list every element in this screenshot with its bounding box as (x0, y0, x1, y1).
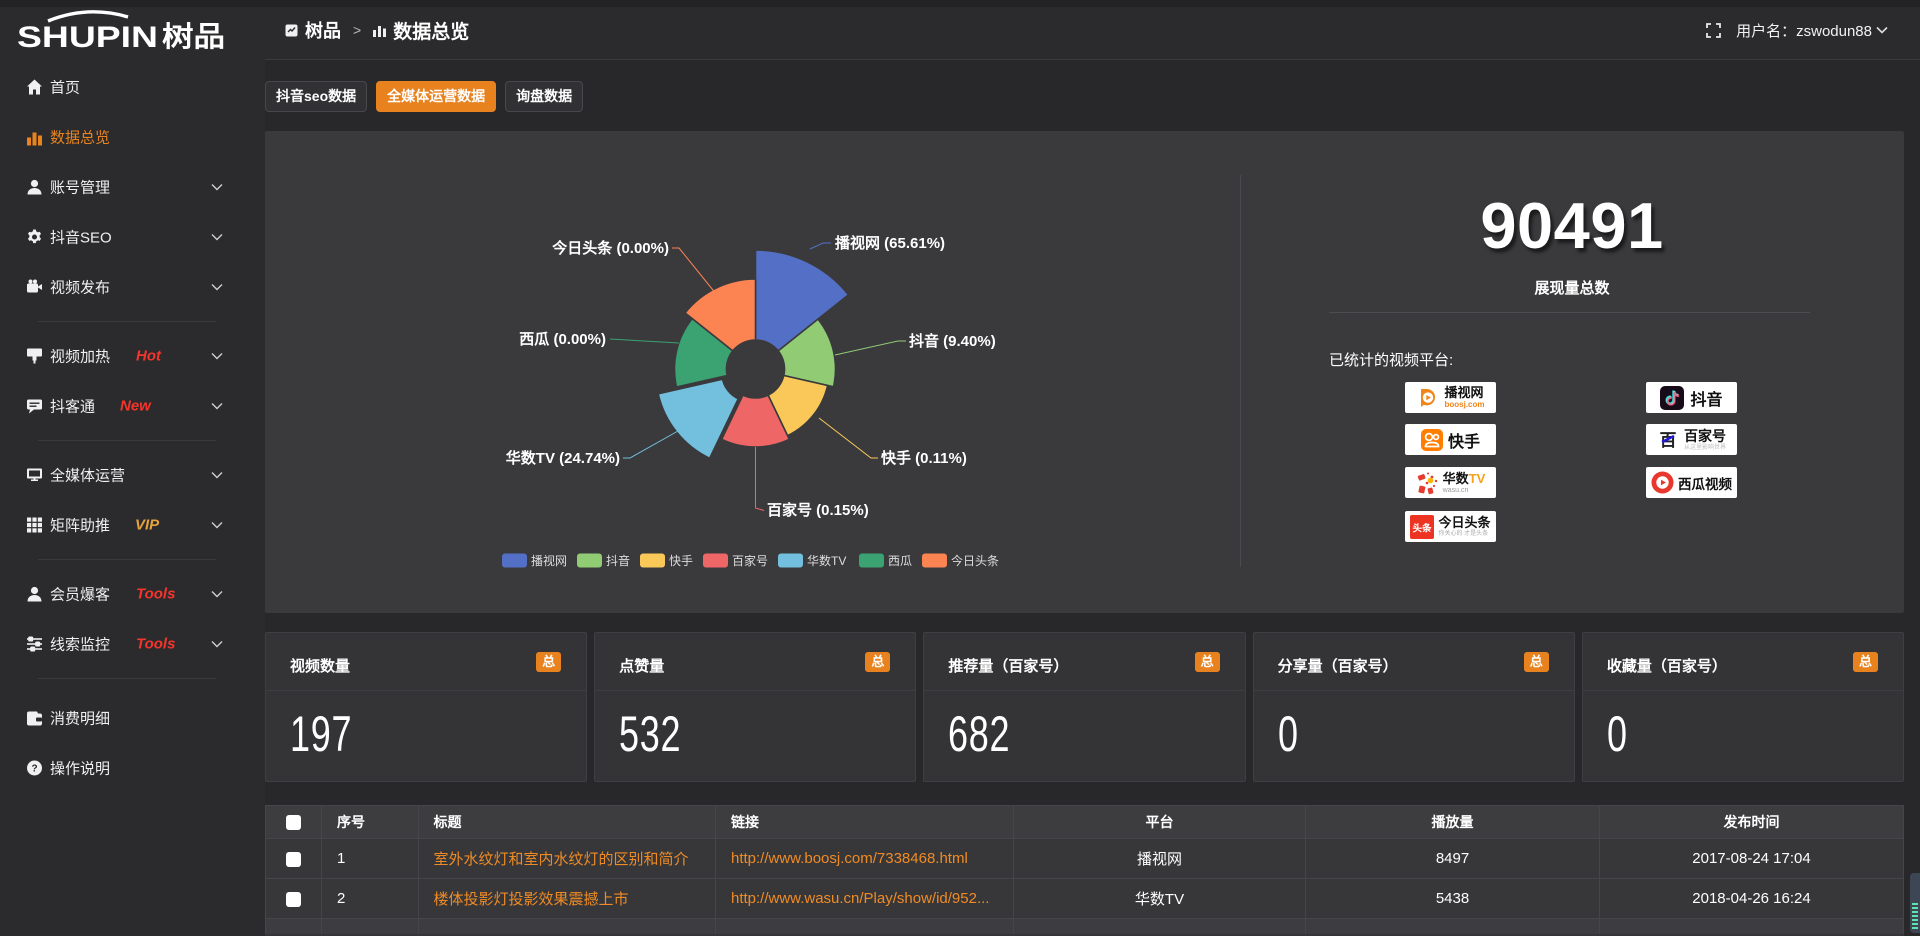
svg-text:抖音: 抖音 (606, 553, 630, 568)
svg-text:华数TV (24.74%): 华数TV (24.74%) (506, 449, 620, 467)
svg-text:今日头条: 今日头条 (951, 553, 999, 568)
svg-text:SHUPIN: SHUPIN (17, 21, 158, 54)
svg-text:播视网: 播视网 (531, 553, 567, 568)
svg-text:百家号 (0.15%): 百家号 (0.15%) (767, 501, 869, 519)
svg-text:快手: 快手 (669, 554, 693, 568)
svg-text:华数TV: 华数TV (807, 553, 846, 568)
svg-text:抖音 (9.40%): 抖音 (9.40%) (909, 332, 996, 350)
svg-text:播视网 (65.61%): 播视网 (65.61%) (835, 234, 945, 252)
svg-text:西瓜 (0.00%): 西瓜 (0.00%) (519, 331, 606, 348)
svg-text:百家号: 百家号 (732, 553, 768, 568)
svg-text:快手 (0.11%): 快手 (0.11%) (881, 449, 967, 467)
svg-text:树品: 树品 (162, 21, 225, 52)
svg-text:今日头条 (0.00%): 今日头条 (0.00%) (551, 239, 669, 257)
svg-text:头条: 头条 (1413, 522, 1433, 534)
svg-text:百: 百 (1659, 431, 1676, 450)
svg-text:西瓜: 西瓜 (888, 554, 912, 568)
svg-text:?: ? (31, 764, 37, 775)
